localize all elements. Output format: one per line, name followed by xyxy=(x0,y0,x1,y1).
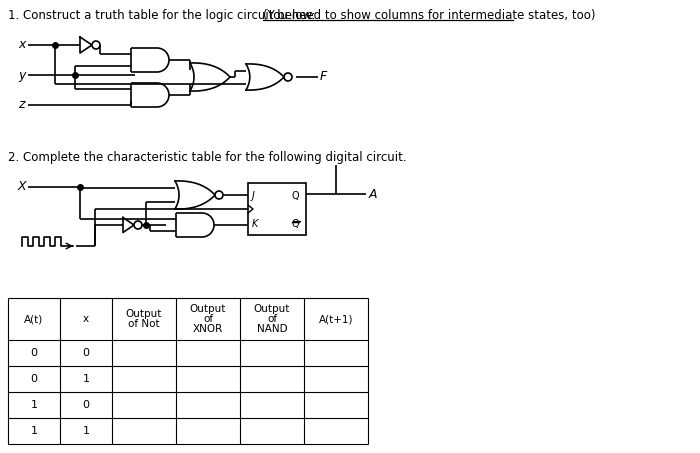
Text: 2. Complete the characteristic table for the following digital circuit.: 2. Complete the characteristic table for… xyxy=(8,151,407,164)
Text: of: of xyxy=(267,314,277,324)
Text: X: X xyxy=(18,180,27,193)
Text: of: of xyxy=(203,314,213,324)
Text: A(t): A(t) xyxy=(25,314,43,324)
Text: 1. Construct a truth table for the logic circuit below:: 1. Construct a truth table for the logic… xyxy=(8,9,319,22)
Text: A(t+1): A(t+1) xyxy=(318,314,354,324)
Text: Q: Q xyxy=(292,191,300,201)
Text: z: z xyxy=(18,98,25,111)
Text: Output: Output xyxy=(254,304,290,314)
Text: (You need to show columns for intermediate states, too): (You need to show columns for intermedia… xyxy=(262,9,595,22)
Text: 1: 1 xyxy=(31,400,38,410)
Bar xyxy=(248,183,306,235)
Circle shape xyxy=(92,41,100,49)
Text: x: x xyxy=(18,39,25,52)
Text: x: x xyxy=(83,314,89,324)
Text: 0: 0 xyxy=(83,348,90,358)
Text: XNOR: XNOR xyxy=(193,323,223,333)
Text: Output: Output xyxy=(190,304,226,314)
Circle shape xyxy=(215,191,223,199)
Circle shape xyxy=(284,73,292,81)
Text: F: F xyxy=(320,71,328,83)
Text: K: K xyxy=(252,219,258,229)
Text: Output: Output xyxy=(126,309,162,319)
Text: 1: 1 xyxy=(83,426,90,436)
Text: 0: 0 xyxy=(31,374,38,384)
Text: 1: 1 xyxy=(83,374,90,384)
Text: A: A xyxy=(369,188,377,201)
Text: 0: 0 xyxy=(83,400,90,410)
Text: 1: 1 xyxy=(31,426,38,436)
Circle shape xyxy=(134,221,142,229)
Text: of Not: of Not xyxy=(128,319,160,329)
Text: J: J xyxy=(252,191,255,201)
Text: 0: 0 xyxy=(31,348,38,358)
Text: y: y xyxy=(18,68,25,82)
Text: Q: Q xyxy=(292,219,300,229)
Text: NAND: NAND xyxy=(257,323,287,333)
